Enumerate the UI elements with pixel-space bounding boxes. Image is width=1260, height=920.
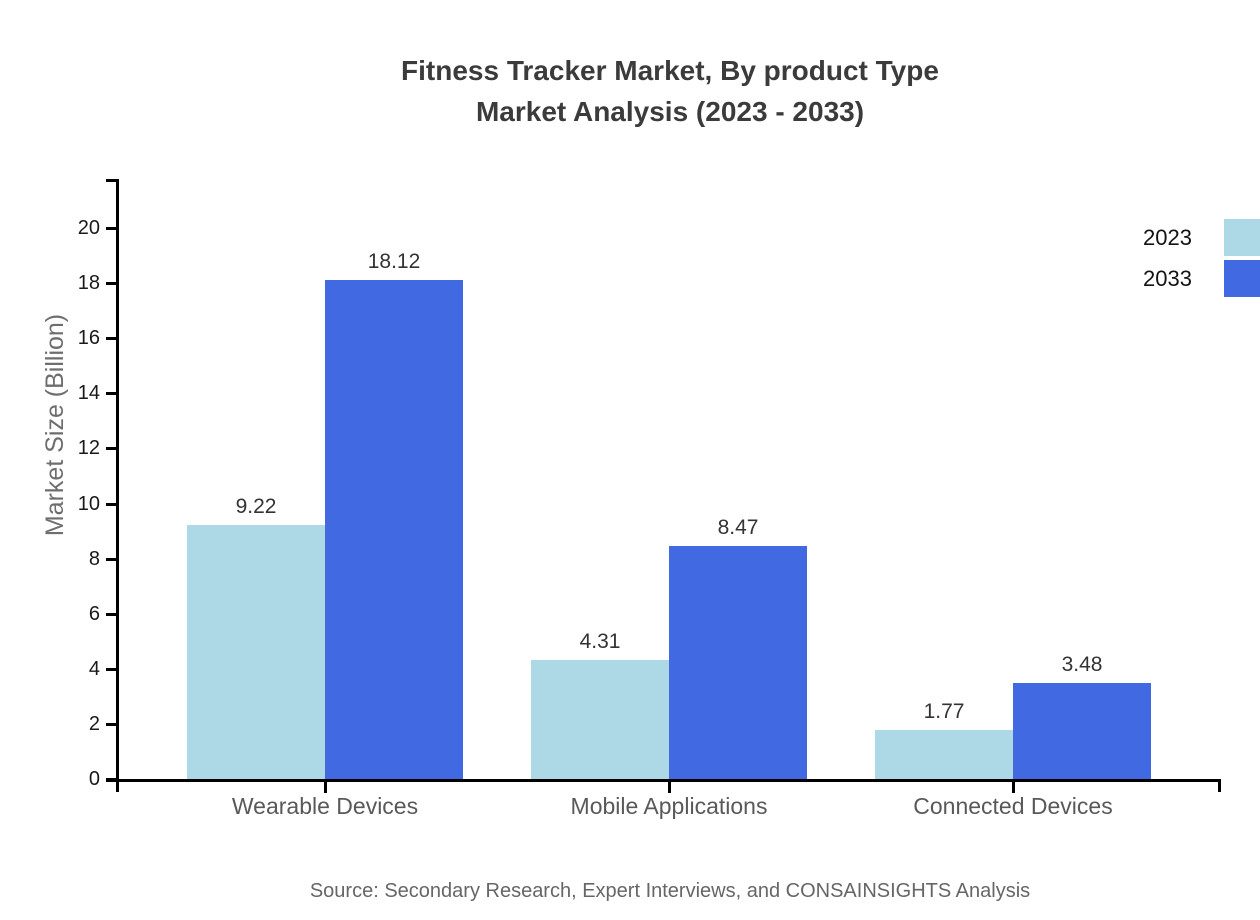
bar-2023-mobile-applications [531, 660, 669, 779]
y-tick [106, 558, 119, 561]
legend-label-2033: 2033 [1143, 266, 1192, 291]
y-tick [106, 723, 119, 726]
chart-title-line1: Fitness Tracker Market, By product Type [401, 55, 939, 86]
y-tick-label: 18 [77, 272, 100, 294]
y-tick [106, 503, 119, 506]
x-tick [324, 779, 327, 793]
y-tick-label: 2 [88, 713, 100, 735]
source-note: Source: Secondary Research, Expert Inter… [309, 880, 1031, 902]
chart-title-line2: Market Analysis (2023 - 2033) [475, 96, 865, 127]
legend-swatch-2023 [1224, 219, 1260, 256]
legend-swatch-2033 [1224, 260, 1260, 297]
y-axis-top-cap [106, 179, 119, 182]
y-tick [106, 668, 119, 671]
y-tick-label: 0 [88, 768, 100, 790]
bar-2033-connected-devices [1013, 683, 1151, 779]
bar-value-label: 1.77 [923, 700, 965, 723]
chart-title: Fitness Tracker Market, By product Type … [119, 50, 1221, 132]
y-tick-label: 12 [77, 437, 100, 459]
bar-value-label: 3.48 [1061, 653, 1103, 676]
y-axis-line [116, 179, 119, 792]
y-tick [106, 282, 119, 285]
bar-2023-wearable-devices [187, 525, 325, 779]
y-tick [106, 613, 119, 616]
legend-label-2023: 2023 [1143, 225, 1192, 250]
y-tick-label: 8 [88, 548, 100, 570]
y-tick [106, 447, 119, 450]
y-tick [106, 778, 119, 781]
y-tick-label: 20 [77, 217, 100, 239]
category-label-connected-devices: Connected Devices [913, 793, 1113, 819]
x-tick [1012, 779, 1015, 793]
y-tick [106, 337, 119, 340]
y-tick-label: 6 [88, 603, 100, 625]
x-axis-end-cap [1218, 779, 1221, 792]
category-label-mobile-applications: Mobile Applications [570, 793, 768, 819]
category-label-wearable-devices: Wearable Devices [231, 793, 419, 819]
bar-value-label: 4.31 [579, 630, 621, 653]
y-tick-label: 4 [88, 658, 100, 680]
y-tick-label: 16 [77, 327, 100, 349]
bar-value-label: 18.12 [367, 250, 421, 273]
y-axis-title: Market Size (Billion) [41, 313, 69, 537]
y-tick-label: 14 [77, 382, 100, 404]
bar-2023-connected-devices [875, 730, 1013, 779]
bar-value-label: 8.47 [717, 516, 759, 539]
y-tick [106, 392, 119, 395]
bar-2033-mobile-applications [669, 546, 807, 779]
bar-2033-wearable-devices [325, 280, 463, 779]
x-tick [668, 779, 671, 793]
bar-value-label: 9.22 [235, 495, 277, 518]
x-axis-line [106, 779, 1221, 782]
y-tick-label: 10 [77, 493, 100, 515]
y-tick [106, 227, 119, 230]
